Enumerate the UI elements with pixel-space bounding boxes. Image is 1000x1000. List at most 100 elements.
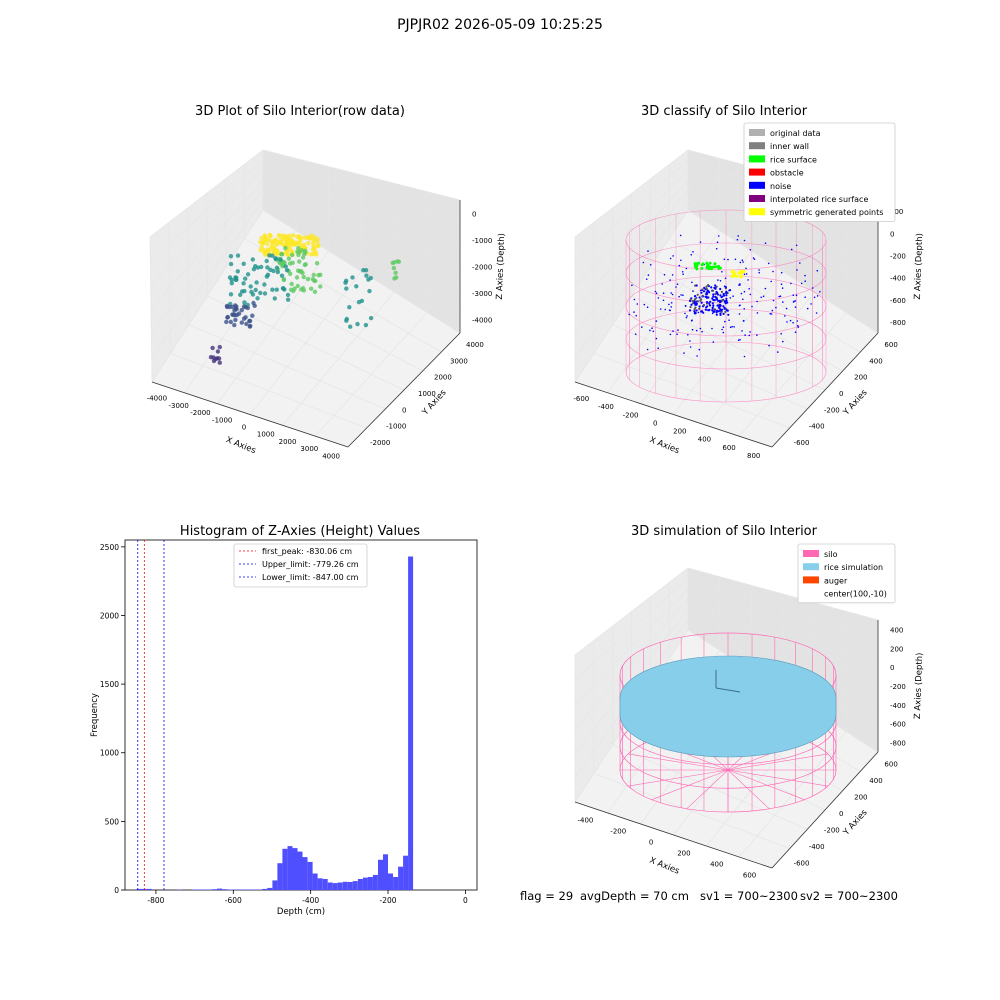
- classify-obstacle-point: [694, 298, 697, 301]
- histogram-bar: [307, 861, 313, 890]
- raw-point: [305, 276, 311, 282]
- raw-x-tick-label: 0: [242, 424, 246, 432]
- classify-rice-point: [713, 262, 717, 266]
- classify-obstacle-point: [691, 299, 695, 302]
- classify-noise-point: [792, 301, 795, 303]
- classify-noise-point: [748, 334, 751, 337]
- classify-y-axis-line: [771, 332, 879, 448]
- simulation-plot-title: 3D simulation of Silo Interior: [631, 524, 817, 539]
- classify-noise-point: [794, 331, 797, 334]
- histogram-bar: [342, 881, 348, 890]
- classify-obstacle-point: [725, 309, 728, 312]
- histogram-bar: [196, 889, 202, 890]
- classify-noise-point: [687, 334, 689, 336]
- classify-noise-point: [764, 242, 767, 244]
- classify-obstacle-point: [706, 289, 710, 292]
- raw-point: [239, 320, 244, 325]
- classify-noise-point: [633, 311, 635, 313]
- classify-rice-point: [695, 266, 698, 270]
- raw-point: [287, 246, 293, 252]
- classify-obstacle-point: [722, 305, 725, 308]
- classify-legend-swatch: [749, 155, 765, 163]
- classify-obstacle-point: [723, 307, 726, 310]
- classify-noise-point: [729, 297, 732, 299]
- depth-histogram: -800 -600 -400 -200 0 0 500 1000 1500 2000 2500 Dep…: [90, 539, 478, 917]
- histogram-bar: [292, 848, 298, 890]
- sim-y-tick-label: 600: [884, 760, 897, 768]
- sim-silo-floor-spoke: [686, 769, 729, 810]
- classify-noise-point: [698, 348, 701, 351]
- classify-3d-plot: -600-400-2000200400600800-600-400-200020…: [573, 122, 925, 460]
- classify-noise-point: [770, 313, 773, 315]
- classify-noise-point: [749, 293, 752, 296]
- classify-noise-point: [699, 289, 702, 292]
- classify-noise-point: [743, 290, 746, 293]
- classify-noise-point: [729, 326, 732, 329]
- raw-point: [269, 238, 274, 244]
- classify-y-tick-label: 600: [884, 341, 897, 349]
- raw-point: [217, 360, 222, 365]
- classify-noise-point: [775, 306, 777, 309]
- histogram-bar: [408, 556, 414, 890]
- classify-noise-point: [800, 282, 803, 285]
- classify-symmetric-point: [742, 269, 746, 273]
- histogram-bar: [277, 863, 283, 890]
- classify-noise-point: [669, 333, 672, 336]
- raw-point: [230, 312, 235, 317]
- classify-noise-point: [641, 326, 643, 328]
- histogram-x-tick-label: -800: [147, 896, 164, 905]
- classify-noise-point: [699, 241, 702, 243]
- raw-point: [392, 276, 397, 281]
- classify-noise-point: [654, 290, 657, 293]
- classify-obstacle-point: [702, 290, 706, 293]
- histogram-bar: [287, 846, 293, 890]
- raw-point: [314, 261, 320, 266]
- classify-obstacle-point: [711, 302, 714, 305]
- sim-y-tick-label: 200: [854, 793, 867, 801]
- sim-y-axis-line: [771, 751, 879, 869]
- classify-noise-point: [764, 287, 767, 290]
- classify-noise-point: [642, 261, 645, 264]
- classify-x-tick-label: 200: [673, 428, 686, 436]
- raw-point: [289, 252, 295, 258]
- classify-legend-label: original data: [770, 129, 821, 138]
- classify-noise-point: [646, 306, 649, 309]
- classify-noise-point: [684, 312, 686, 315]
- raw-point: [302, 248, 308, 253]
- classify-grid-line: [687, 209, 879, 334]
- classify-noise-point: [670, 292, 672, 294]
- classify-noise-point: [797, 326, 800, 328]
- raw-z-tick-label: -1000: [472, 237, 492, 245]
- classify-noise-point: [691, 281, 693, 284]
- raw-back-left-pane: [150, 150, 263, 382]
- sim-x-tick-label: -200: [610, 828, 626, 836]
- classify-obstacle-point: [705, 285, 708, 288]
- raw-point: [235, 253, 241, 258]
- classify-obstacle-point: [719, 287, 722, 291]
- classify-noise-point: [772, 270, 774, 273]
- classify-noise-point: [635, 314, 637, 317]
- raw-point: [273, 240, 279, 245]
- classify-noise-point: [716, 241, 719, 243]
- raw-point: [258, 290, 263, 296]
- histogram-bar: [372, 874, 378, 890]
- classify-noise-point: [785, 307, 788, 310]
- classify-noise-point: [690, 253, 693, 256]
- histogram-bar: [393, 877, 399, 890]
- raw-point: [350, 275, 355, 280]
- classify-noise-point: [815, 312, 818, 314]
- raw-point: [208, 355, 214, 360]
- histogram-y-tick-label: 2500: [100, 543, 119, 552]
- raw-point: [308, 233, 314, 238]
- raw-point: [271, 245, 276, 250]
- classify-noise-point: [742, 320, 745, 322]
- raw-point: [253, 287, 258, 293]
- classify-rice-point: [712, 265, 715, 269]
- raw-point: [355, 321, 360, 327]
- classify-noise-point: [670, 306, 672, 308]
- classify-obstacle-point: [712, 304, 715, 307]
- classify-noise-point: [738, 313, 741, 315]
- classify-obstacle-point: [701, 288, 704, 291]
- classify-noise-point: [790, 248, 793, 251]
- raw-point: [297, 249, 302, 255]
